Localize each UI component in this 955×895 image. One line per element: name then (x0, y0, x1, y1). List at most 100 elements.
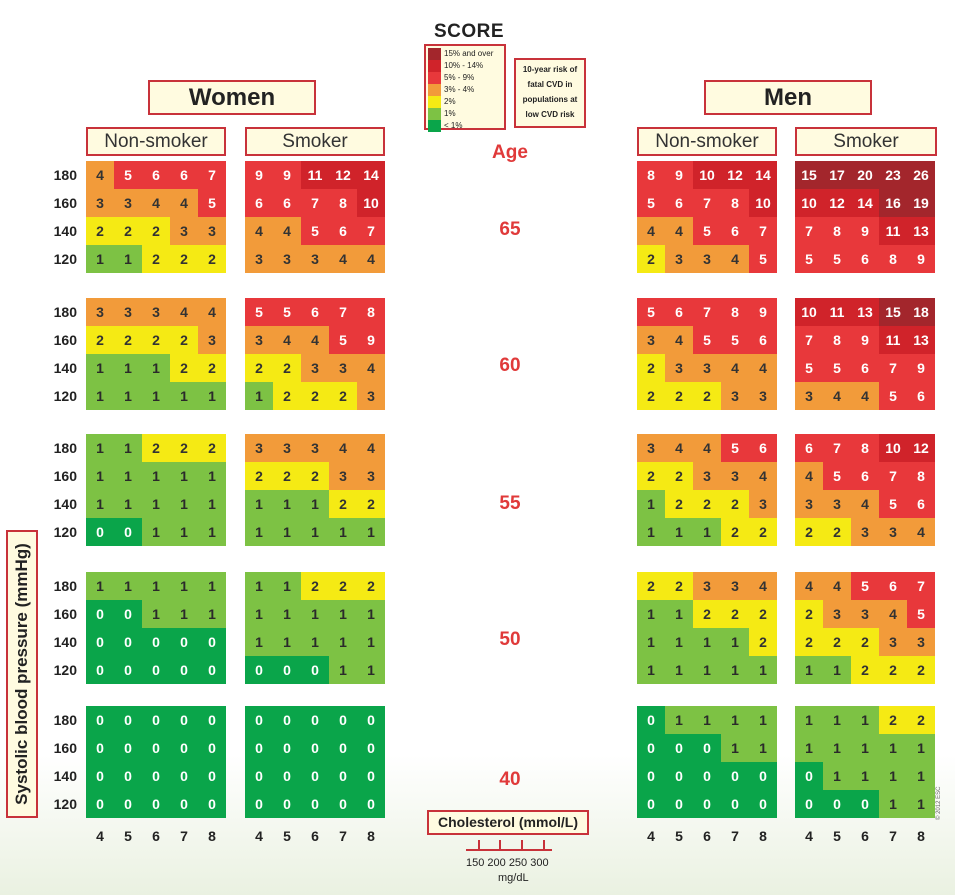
risk-cell: 1 (637, 656, 665, 684)
risk-cell: 4 (170, 189, 198, 217)
risk-cell: 2 (637, 382, 665, 410)
risk-cell: 1 (273, 628, 301, 656)
cholesterol-tick-label: 7 (180, 828, 188, 844)
risk-cell: 0 (86, 762, 114, 790)
risk-cell: 2 (665, 382, 693, 410)
risk-cell: 7 (907, 572, 935, 600)
sbp-tick-label: 180 (53, 440, 77, 456)
risk-cell: 2 (273, 382, 301, 410)
risk-cell: 2 (637, 572, 665, 600)
risk-cell: 2 (693, 600, 721, 628)
risk-cell: 1 (245, 600, 273, 628)
risk-cell: 2 (357, 572, 385, 600)
risk-cell: 0 (245, 762, 273, 790)
risk-cell: 0 (142, 790, 170, 818)
risk-cell: 1 (86, 245, 114, 273)
risk-cell: 2 (721, 490, 749, 518)
cholesterol-tick-label: 6 (703, 828, 711, 844)
risk-cell: 1 (823, 734, 851, 762)
sbp-tick-label: 160 (53, 606, 77, 622)
risk-cell: 15 (795, 161, 823, 189)
risk-cell: 1 (142, 572, 170, 600)
risk-cell: 9 (273, 161, 301, 189)
risk-cell: 3 (693, 245, 721, 273)
risk-cell: 4 (273, 326, 301, 354)
risk-cell: 3 (86, 298, 114, 326)
risk-cell: 3 (721, 572, 749, 600)
risk-cell: 1 (301, 490, 329, 518)
risk-cell: 5 (198, 189, 226, 217)
legend-item: 10% - 14% (428, 60, 502, 72)
cholesterol-tick-label: 7 (731, 828, 739, 844)
risk-cell: 3 (273, 434, 301, 462)
cholesterol-label: Cholesterol (mmol/L) (427, 810, 589, 835)
risk-cell: 0 (301, 706, 329, 734)
legend-label: 15% and over (444, 49, 494, 58)
risk-cell: 6 (245, 189, 273, 217)
risk-cell: 2 (142, 326, 170, 354)
legend-swatch (428, 72, 441, 84)
legend-item: 1% (428, 108, 502, 120)
risk-cell: 1 (170, 518, 198, 546)
risk-cell: 0 (86, 600, 114, 628)
risk-cell: 1 (142, 354, 170, 382)
age-label: 60 (499, 355, 521, 376)
risk-cell: 0 (142, 734, 170, 762)
risk-cell: 2 (114, 326, 142, 354)
risk-cell: 13 (851, 298, 879, 326)
risk-cell: 1 (637, 490, 665, 518)
legend-swatch (428, 84, 441, 96)
risk-cell: 6 (749, 326, 777, 354)
cholesterol-tick-label: 8 (208, 828, 216, 844)
risk-cell: 8 (823, 217, 851, 245)
risk-cell: 4 (198, 298, 226, 326)
risk-cell: 6 (749, 434, 777, 462)
risk-cell: 7 (823, 434, 851, 462)
risk-cell: 1 (114, 245, 142, 273)
risk-cell: 0 (198, 762, 226, 790)
risk-cell: 0 (273, 706, 301, 734)
risk-cell: 7 (795, 217, 823, 245)
risk-cell: 3 (637, 434, 665, 462)
risk-cell: 2 (665, 490, 693, 518)
risk-cell: 1 (879, 790, 907, 818)
risk-cell: 3 (86, 189, 114, 217)
risk-cell: 1 (665, 518, 693, 546)
sbp-tick-label: 160 (53, 740, 77, 756)
risk-cell: 3 (245, 245, 273, 273)
legend-item: 3% - 4% (428, 84, 502, 96)
risk-cell: 2 (907, 656, 935, 684)
legend-label: < 1% (444, 121, 463, 130)
risk-cell: 2 (823, 518, 851, 546)
risk-cell: 6 (721, 217, 749, 245)
risk-cell: 10 (693, 161, 721, 189)
risk-cell: 0 (142, 628, 170, 656)
risk-cell: 3 (142, 298, 170, 326)
risk-cell: 0 (637, 762, 665, 790)
risk-cell: 4 (665, 326, 693, 354)
risk-cell: 0 (795, 762, 823, 790)
risk-cell: 9 (907, 354, 935, 382)
risk-cell: 1 (879, 734, 907, 762)
risk-cell: 2 (749, 628, 777, 656)
risk-cell: 0 (245, 790, 273, 818)
risk-cell: 1 (795, 734, 823, 762)
legend-label: 10% - 14% (444, 61, 484, 70)
cholesterol-tick-label: 8 (367, 828, 375, 844)
risk-cell: 5 (721, 434, 749, 462)
risk-cell: 14 (749, 161, 777, 189)
risk-cell: 1 (907, 762, 935, 790)
risk-cell: 2 (795, 628, 823, 656)
risk-cell: 7 (301, 189, 329, 217)
risk-cell: 4 (721, 245, 749, 273)
risk-cell: 1 (907, 790, 935, 818)
risk-cell: 7 (749, 217, 777, 245)
risk-cell: 1 (142, 490, 170, 518)
risk-cell: 7 (879, 462, 907, 490)
risk-cell: 1 (273, 600, 301, 628)
risk-cell: 2 (142, 245, 170, 273)
risk-cell: 1 (721, 734, 749, 762)
risk-cell: 1 (823, 762, 851, 790)
risk-cell: 2 (273, 354, 301, 382)
risk-cell: 2 (170, 354, 198, 382)
